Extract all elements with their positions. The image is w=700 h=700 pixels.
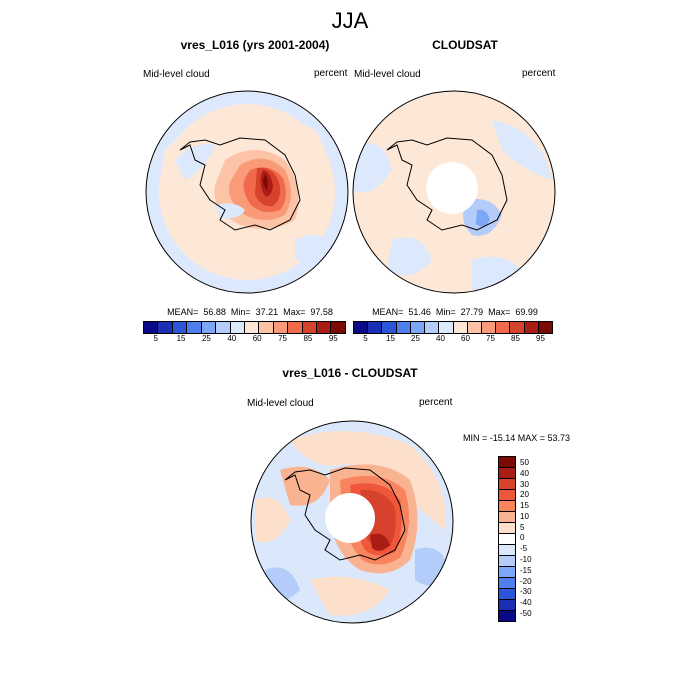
colorbar-model-swatch: [216, 322, 231, 333]
figure-title: JJA: [331, 8, 369, 33]
colorbar-model-swatch: [302, 322, 318, 333]
colorbar-model-swatch: [172, 322, 188, 333]
colorbar-obs-swatches: [353, 321, 553, 334]
colorbar-diff-swatches: [498, 456, 516, 622]
colorbar-obs-swatch: [481, 322, 497, 333]
map-difference-polar: [250, 420, 454, 624]
colorbar-obs-tick-label: 85: [511, 334, 520, 343]
colorbar-model-tick-label: 40: [227, 334, 237, 343]
colorbar-diff-swatch: [499, 468, 515, 479]
colorbar-obs-swatch: [439, 322, 454, 333]
colorbar-diff-swatch: [499, 545, 515, 556]
colorbar-diff-swatch: [499, 512, 515, 523]
colorbar-diff-tick-label: -40: [520, 598, 532, 608]
colorbar-diff-tick-label: 0: [520, 533, 525, 543]
colorbar-model-tick-label: 15: [176, 334, 186, 343]
colorbar-model: 5 15 25 40 60 75 85 95: [143, 321, 346, 343]
colorbar-model-swatch: [158, 322, 173, 333]
colorbar-diff-tick-label: -15: [520, 565, 532, 575]
panel-diff-title: vres_L016 - CLOUDSAT: [282, 366, 418, 380]
panel-model-left-label: Mid-level cloud: [143, 69, 210, 80]
colorbar-obs-tick-label: 40: [436, 334, 445, 343]
colorbar-diff-swatch: [499, 490, 515, 501]
panel-model-stats: MEAN= 56.88 Min= 37.21 Max= 97.58: [167, 307, 333, 317]
colorbar-model-tick-label: 60: [252, 334, 262, 343]
colorbar-model-tick-label: 75: [278, 334, 288, 343]
colorbar-obs-tick-label: 15: [386, 334, 395, 343]
panel-obs-left-label: Mid-level cloud: [354, 69, 421, 80]
colorbar-diff-swatch: [499, 589, 515, 600]
colorbar-diff-tick-label: 30: [520, 479, 529, 489]
colorbar-diff-tick-label: -30: [520, 587, 532, 597]
colorbar-obs-tick-label: 5: [363, 334, 368, 343]
colorbar-diff-tick-label: -50: [520, 608, 532, 618]
colorbar-obs-tick-label: 60: [461, 334, 470, 343]
colorbar-obs-swatch: [368, 322, 383, 333]
colorbar-diff-swatch: [499, 501, 515, 512]
colorbar-model-tick-label: 5: [153, 334, 158, 343]
colorbar-diff: 50 40 30 20 15 10 5 0 -5 -10 -15 -20 -30 -40 -50: [498, 456, 532, 622]
panel-obs-title: CLOUDSAT: [432, 38, 498, 52]
colorbar-diff-swatch: [499, 578, 515, 589]
panel-diff-right-label: percent: [419, 397, 453, 408]
colorbar-obs-swatch: [382, 322, 397, 333]
colorbar-diff-ticks: 50 40 30 20 15 10 5 0 -5 -10 -15 -20 -30 -40 -50: [520, 456, 532, 620]
map-model-polar: [145, 90, 349, 294]
colorbar-obs-tick-label: 95: [536, 334, 545, 343]
colorbar-obs-swatch: [467, 322, 482, 333]
colorbar-model-swatch: [317, 322, 332, 333]
colorbar-diff-swatch: [499, 556, 515, 567]
colorbar-diff-swatch: [499, 523, 515, 534]
colorbar-diff-tick-label: -5: [520, 544, 528, 554]
colorbar-obs-swatch: [410, 322, 426, 333]
colorbar-diff-swatch: [499, 611, 515, 621]
panel-obs-right-label: percent: [522, 68, 556, 79]
colorbar-diff-tick-label: 5: [520, 522, 525, 532]
panel-diff-left-label: Mid-level cloud: [247, 398, 314, 409]
colorbar-model-ticks: 5 15 25 40 60 75 85 95: [143, 334, 346, 343]
colorbar-model-tick-label: 95: [328, 334, 338, 343]
colorbar-model-swatch: [288, 322, 303, 333]
colorbar-obs-ticks: 5 15 25 40 60 75 85 95: [353, 334, 553, 343]
colorbar-diff-tick-label: 10: [520, 511, 529, 521]
colorbar-diff-tick-label: -10: [520, 555, 532, 565]
colorbar-model-swatches: [143, 321, 346, 334]
colorbar-obs: 5 15 25 40 60 75 85 95: [353, 321, 553, 343]
colorbar-model-tick-label: 85: [303, 334, 313, 343]
panel-diff-stats: MIN = -15.14 MAX = 53.73: [463, 433, 571, 443]
colorbar-obs-swatch: [453, 322, 468, 333]
colorbar-model-swatch: [144, 322, 159, 333]
colorbar-diff-tick-label: 40: [520, 468, 529, 478]
colorbar-diff-tick-label: 50: [520, 458, 529, 467]
colorbar-model-swatch: [244, 322, 260, 333]
colorbar-obs-swatch: [354, 322, 369, 333]
colorbar-obs-tick-label: 75: [486, 334, 495, 343]
panel-obs-stats: MEAN= 51.46 Min= 27.79 Max= 69.99: [372, 307, 538, 317]
colorbar-model-swatch: [273, 322, 289, 333]
colorbar-diff-swatch: [499, 479, 515, 490]
colorbar-obs-tick-label: 25: [411, 334, 420, 343]
colorbar-model-swatch: [201, 322, 217, 333]
colorbar-obs-swatch: [524, 322, 539, 333]
colorbar-obs-swatch: [396, 322, 411, 333]
colorbar-model-swatch: [230, 322, 245, 333]
colorbar-model-swatch: [259, 322, 274, 333]
colorbar-model-swatch: [331, 322, 345, 333]
colorbar-diff-swatch: [499, 457, 515, 468]
panel-model-title: vres_L016 (yrs 2001-2004): [180, 38, 330, 52]
colorbar-diff-tick-label: 20: [520, 490, 529, 500]
colorbar-diff-swatch: [499, 534, 515, 545]
colorbar-diff-tick-label: -20: [520, 576, 532, 586]
colorbar-obs-swatch: [510, 322, 525, 333]
colorbar-obs-swatch: [425, 322, 440, 333]
colorbar-diff-swatch: [499, 567, 515, 578]
colorbar-obs-swatch: [496, 322, 511, 333]
colorbar-model-swatch: [187, 322, 202, 333]
map-cloudsat-polar: [352, 90, 556, 294]
colorbar-model-tick-label: 25: [201, 334, 211, 343]
colorbar-diff-swatch: [499, 600, 515, 611]
panel-model-right-label: percent: [314, 68, 348, 79]
colorbar-diff-tick-label: 15: [520, 501, 529, 511]
colorbar-obs-swatch: [538, 322, 553, 333]
